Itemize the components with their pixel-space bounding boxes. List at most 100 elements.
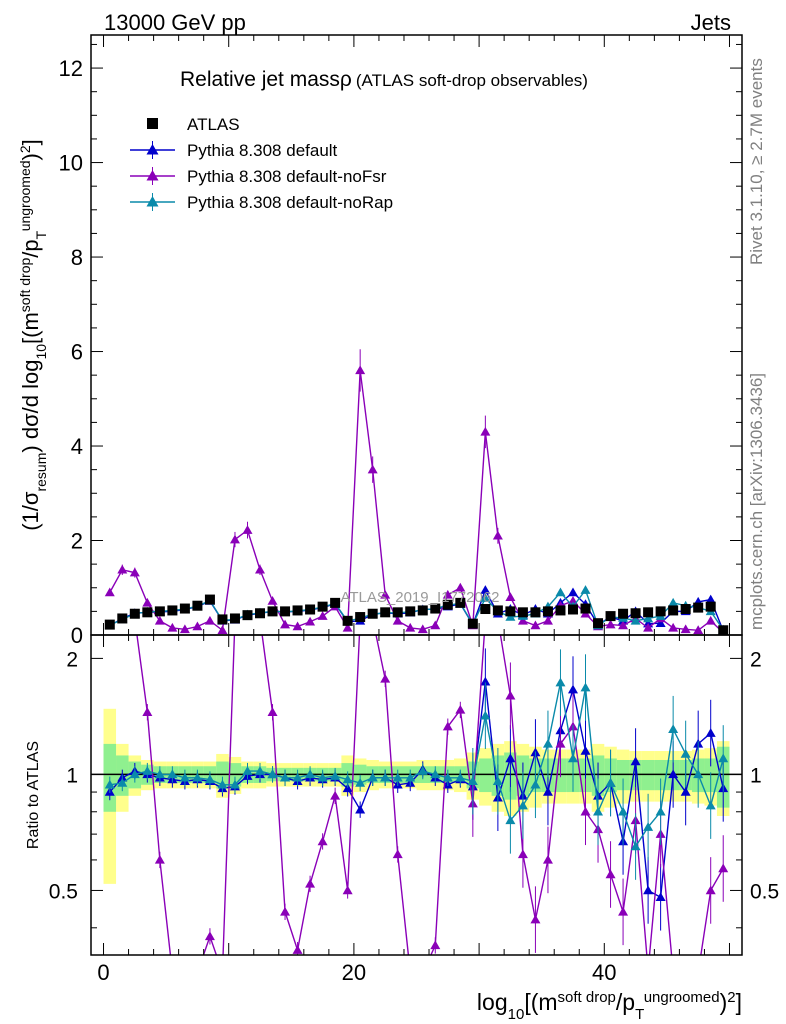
- ratio-marker: [380, 673, 391, 683]
- ratio-marker: [355, 804, 366, 814]
- point-marker: [355, 365, 366, 375]
- ratio-marker: [142, 766, 153, 775]
- atlas-point: [217, 614, 228, 625]
- atlas-point: [192, 600, 203, 611]
- ratio-marker: [455, 704, 466, 714]
- ratio-marker: [567, 684, 578, 694]
- atlas-point: [367, 608, 378, 619]
- ratio-marker: [580, 806, 591, 816]
- ratio-marker: [542, 787, 553, 796]
- ratio-line-noFsr: [136, 635, 724, 955]
- atlas-point: [154, 606, 165, 617]
- point-marker: [280, 619, 291, 629]
- y-tick-label-main: 2: [71, 529, 83, 554]
- point-marker: [655, 618, 666, 627]
- ratio-marker: [643, 885, 654, 895]
- ratio-marker: [680, 787, 691, 796]
- point-marker: [505, 612, 516, 621]
- point-marker: [154, 615, 165, 625]
- y-tick-label-main: 6: [71, 340, 83, 365]
- legend-label: Pythia 8.308 default-noRap: [187, 193, 393, 212]
- ratio-marker: [305, 878, 316, 888]
- atlas-point: [517, 607, 528, 618]
- y-axis-label-ratio: Ratio to ATLAS: [25, 741, 42, 849]
- point-marker: [229, 534, 240, 544]
- atlas-point: [643, 607, 654, 618]
- ratio-marker: [342, 885, 353, 895]
- header-right: Jets: [691, 10, 731, 35]
- ratio-marker: [342, 783, 353, 793]
- ratio-marker: [467, 776, 478, 786]
- point-marker: [705, 615, 716, 625]
- point-marker: [255, 564, 266, 574]
- point-marker: [242, 525, 253, 534]
- ratio-marker: [530, 914, 541, 924]
- ratio-marker: [342, 774, 353, 784]
- ratio-marker: [693, 769, 704, 779]
- side-rivet: Rivet 3.1.10, ≥ 2.7M events: [747, 58, 766, 265]
- ratio-marker: [680, 748, 691, 758]
- ylabel-2: 2: [17, 145, 33, 153]
- atlas-point: [117, 613, 128, 624]
- ratio-marker: [705, 885, 716, 895]
- atlas-point: [705, 601, 716, 612]
- ratio-marker: [530, 779, 541, 789]
- atlas-point: [430, 603, 441, 614]
- ratio-marker: [430, 769, 441, 779]
- point-marker: [117, 564, 128, 574]
- ratio-marker: [417, 766, 428, 775]
- ratio-marker: [154, 854, 165, 864]
- legend-marker: [146, 144, 159, 155]
- ratio-marker: [705, 800, 716, 810]
- xlabel-sd: soft drop: [558, 989, 616, 1006]
- ratio-marker: [605, 778, 616, 787]
- point-marker: [693, 625, 704, 635]
- ylabel-sd: soft drop: [17, 257, 33, 312]
- atlas-point: [317, 601, 328, 612]
- point-marker: [480, 426, 491, 436]
- ratio-marker: [167, 769, 178, 779]
- atlas-point: [668, 605, 679, 616]
- ylabel-T: T: [33, 230, 49, 239]
- xlabel-T: T: [635, 1006, 644, 1023]
- ratio-y-tick-label-left: 1: [66, 764, 78, 787]
- ratio-marker: [255, 766, 266, 775]
- atlas-point: [593, 618, 604, 629]
- atlas-point: [255, 608, 266, 619]
- point-marker: [668, 622, 679, 632]
- atlas-point: [292, 605, 303, 616]
- atlas-point: [280, 606, 291, 617]
- point-marker: [517, 615, 528, 625]
- ratio-marker: [605, 869, 616, 879]
- ratio-marker: [618, 806, 629, 816]
- ratio-marker: [718, 753, 729, 763]
- ratio-marker: [380, 772, 391, 782]
- point-marker: [292, 621, 303, 631]
- atlas-point: [718, 625, 729, 635]
- ratio-marker: [643, 822, 654, 831]
- ylabel-10: 10: [33, 344, 49, 360]
- ratio-marker: [505, 753, 516, 763]
- point-marker: [555, 587, 566, 597]
- ratio-marker: [655, 806, 666, 816]
- atlas-point: [305, 604, 316, 615]
- ratio-panel-data: [91, 635, 742, 955]
- ratio-marker: [292, 772, 303, 782]
- point-marker: [204, 615, 215, 625]
- point-marker: [530, 620, 541, 630]
- x-axis-label: log10[(msoft drop/pTungroomed)2]: [477, 989, 742, 1023]
- atlas-point: [567, 604, 578, 615]
- point-marker: [580, 585, 591, 594]
- atlas-point: [405, 606, 416, 617]
- legend-marker-atlas: [147, 118, 158, 129]
- ratio-marker: [392, 772, 403, 782]
- ratio-marker: [192, 772, 203, 782]
- point-marker: [217, 625, 228, 635]
- ratio-marker: [580, 746, 591, 755]
- point-marker: [643, 622, 654, 632]
- ratio-y-tick-label-left: 0.5: [49, 880, 78, 903]
- ratio-marker: [367, 772, 378, 782]
- atlas-point: [530, 607, 541, 618]
- legend-label: Pythia 8.308 default: [187, 141, 338, 160]
